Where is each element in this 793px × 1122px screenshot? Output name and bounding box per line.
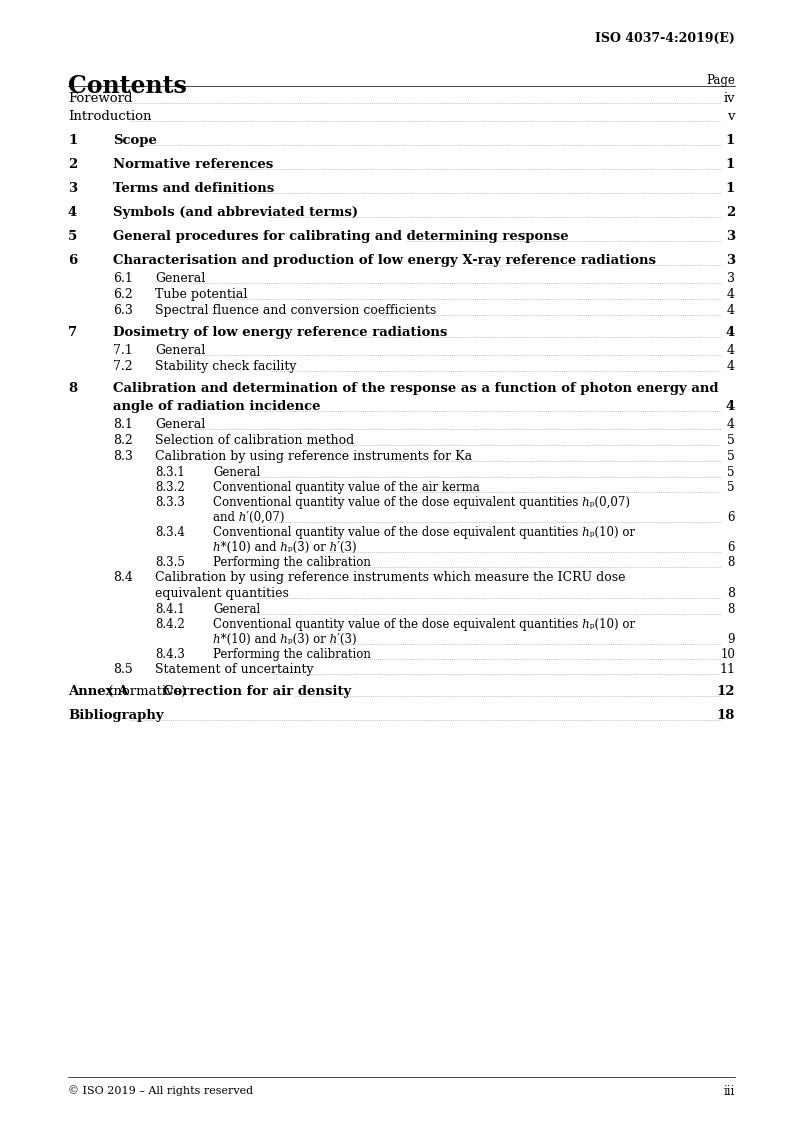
- Text: 3: 3: [726, 254, 735, 267]
- Text: 5: 5: [68, 230, 77, 243]
- Text: 4: 4: [727, 360, 735, 373]
- Text: iii: iii: [724, 1085, 735, 1098]
- Text: 8.4.2: 8.4.2: [155, 618, 185, 631]
- Text: 7.1: 7.1: [113, 344, 132, 357]
- Text: 11: 11: [719, 663, 735, 675]
- Text: 4: 4: [727, 419, 735, 431]
- Text: Annex A: Annex A: [68, 686, 128, 698]
- Text: 8.4: 8.4: [113, 571, 133, 583]
- Text: 4: 4: [727, 288, 735, 301]
- Text: Conventional quantity value of the dose equivalent quantities ℎₚ(10) or: Conventional quantity value of the dose …: [213, 526, 635, 539]
- Text: 6.1: 6.1: [113, 272, 133, 285]
- Text: Stability check facility: Stability check facility: [155, 360, 297, 373]
- Text: Statement of uncertainty: Statement of uncertainty: [155, 663, 313, 675]
- Text: 8.3.4: 8.3.4: [155, 526, 185, 539]
- Text: General: General: [155, 272, 205, 285]
- Text: Performing the calibration: Performing the calibration: [213, 557, 371, 569]
- Text: 12: 12: [717, 686, 735, 698]
- Text: Bibliography: Bibliography: [68, 709, 163, 721]
- Text: 9: 9: [727, 633, 735, 646]
- Text: Dosimetry of low energy reference radiations: Dosimetry of low energy reference radiat…: [113, 327, 447, 339]
- Text: Characterisation and production of low energy X-ray reference radiations: Characterisation and production of low e…: [113, 254, 656, 267]
- Text: 4: 4: [727, 344, 735, 357]
- Text: iv: iv: [723, 92, 735, 105]
- Text: Tube potential: Tube potential: [155, 288, 247, 301]
- Text: 6: 6: [727, 511, 735, 524]
- Text: Calibration and determination of the response as a function of photon energy and: Calibration and determination of the res…: [113, 381, 718, 395]
- Text: 8.3: 8.3: [113, 450, 133, 463]
- Text: 2: 2: [68, 158, 77, 171]
- Text: 6: 6: [727, 541, 735, 554]
- Text: Introduction: Introduction: [68, 110, 151, 123]
- Text: Performing the calibration: Performing the calibration: [213, 649, 371, 661]
- Text: © ISO 2019 – All rights reserved: © ISO 2019 – All rights reserved: [68, 1085, 253, 1096]
- Text: 8.3.1: 8.3.1: [155, 466, 185, 479]
- Text: Foreword: Foreword: [68, 92, 132, 105]
- Text: 8.3.3: 8.3.3: [155, 496, 185, 509]
- Text: 4: 4: [727, 304, 735, 318]
- Text: 5: 5: [727, 450, 735, 463]
- Text: General: General: [213, 603, 260, 616]
- Text: 8.2: 8.2: [113, 434, 132, 447]
- Text: 8: 8: [728, 557, 735, 569]
- Text: 8.5: 8.5: [113, 663, 132, 675]
- Text: (normative): (normative): [104, 686, 190, 698]
- Text: 5: 5: [727, 481, 735, 494]
- Text: 6.2: 6.2: [113, 288, 132, 301]
- Text: 8: 8: [728, 603, 735, 616]
- Text: Conventional quantity value of the air kerma: Conventional quantity value of the air k…: [213, 481, 480, 494]
- Text: 2: 2: [726, 206, 735, 219]
- Text: 3: 3: [68, 182, 77, 195]
- Text: Selection of calibration method: Selection of calibration method: [155, 434, 354, 447]
- Text: 6.3: 6.3: [113, 304, 133, 318]
- Text: 8.3.5: 8.3.5: [155, 557, 185, 569]
- Text: Contents: Contents: [68, 74, 187, 98]
- Text: 1: 1: [726, 182, 735, 195]
- Text: 1: 1: [726, 134, 735, 147]
- Text: angle of radiation incidence: angle of radiation incidence: [113, 401, 320, 413]
- Text: General: General: [155, 344, 205, 357]
- Text: 5: 5: [727, 434, 735, 447]
- Text: 4: 4: [726, 327, 735, 339]
- Text: Conventional quantity value of the dose equivalent quantities ℎₚ(10) or: Conventional quantity value of the dose …: [213, 618, 635, 631]
- Text: Normative references: Normative references: [113, 158, 274, 171]
- Text: Calibration by using reference instruments for Ka: Calibration by using reference instrumen…: [155, 450, 472, 463]
- Text: 7: 7: [68, 327, 77, 339]
- Text: Terms and definitions: Terms and definitions: [113, 182, 274, 195]
- Text: General procedures for calibrating and determining response: General procedures for calibrating and d…: [113, 230, 569, 243]
- Text: 8.3.2: 8.3.2: [155, 481, 185, 494]
- Text: Calibration by using reference instruments which measure the ICRU dose: Calibration by using reference instrumen…: [155, 571, 626, 583]
- Text: v: v: [727, 110, 735, 123]
- Text: General: General: [213, 466, 260, 479]
- Text: 5: 5: [727, 466, 735, 479]
- Text: 8.1: 8.1: [113, 419, 133, 431]
- Text: 8.4.3: 8.4.3: [155, 649, 185, 661]
- Text: 8: 8: [727, 587, 735, 600]
- Text: 18: 18: [717, 709, 735, 721]
- Text: and ℎ′(0,07): and ℎ′(0,07): [213, 511, 285, 524]
- Text: Correction for air density: Correction for air density: [163, 686, 351, 698]
- Text: ISO 4037-4:2019(E): ISO 4037-4:2019(E): [595, 33, 735, 45]
- Text: 8.4.1: 8.4.1: [155, 603, 185, 616]
- Text: General: General: [155, 419, 205, 431]
- Text: Scope: Scope: [113, 134, 157, 147]
- Text: Conventional quantity value of the dose equivalent quantities ℎₚ(0,07): Conventional quantity value of the dose …: [213, 496, 630, 509]
- Text: 10: 10: [720, 649, 735, 661]
- Text: 3: 3: [726, 230, 735, 243]
- Text: 4: 4: [68, 206, 77, 219]
- Text: 8: 8: [68, 381, 77, 395]
- Text: Page: Page: [706, 74, 735, 88]
- Text: ℎ*(10) and ℎₚ(3) or ℎ′(3): ℎ*(10) and ℎₚ(3) or ℎ′(3): [213, 541, 357, 554]
- Text: 6: 6: [68, 254, 77, 267]
- Text: 4: 4: [726, 401, 735, 413]
- Text: 1: 1: [68, 134, 77, 147]
- Text: equivalent quantities: equivalent quantities: [155, 587, 289, 600]
- Text: 3: 3: [727, 272, 735, 285]
- Text: Symbols (and abbreviated terms): Symbols (and abbreviated terms): [113, 206, 358, 219]
- Text: Spectral fluence and conversion coefficients: Spectral fluence and conversion coeffici…: [155, 304, 436, 318]
- Text: ℎ*(10) and ℎₚ(3) or ℎ′(3): ℎ*(10) and ℎₚ(3) or ℎ′(3): [213, 633, 357, 646]
- Text: 7.2: 7.2: [113, 360, 132, 373]
- Text: 1: 1: [726, 158, 735, 171]
